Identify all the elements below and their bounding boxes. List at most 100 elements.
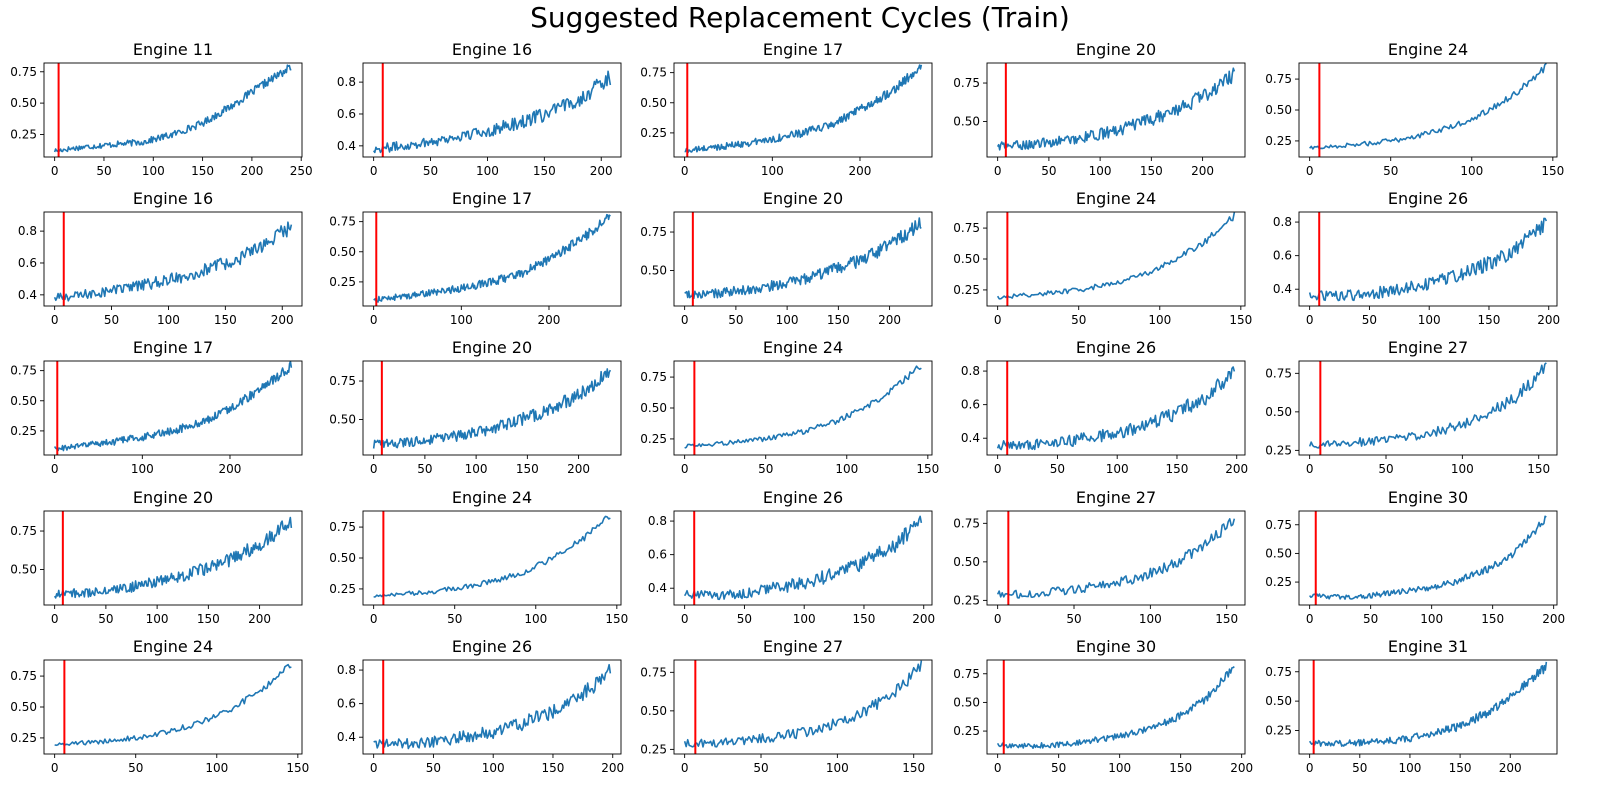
x-tick-label: 50 [737, 612, 752, 626]
subplot-title: Engine 24 [452, 488, 532, 507]
y-tick-label: 0.8 [1273, 215, 1292, 229]
y-tick-label: 0.75 [953, 76, 980, 90]
subplot-4: Engine 20 0 50 100 150 200 0.50 0.75 [953, 40, 1246, 178]
subplot-title: Engine 17 [452, 189, 532, 208]
y-tick-label: 0.6 [648, 548, 667, 562]
subplot-6: Engine 16 0 50 100 150 200 0.4 0.6 0.8 [18, 189, 303, 327]
x-tick-label: 50 [98, 612, 113, 626]
y-tick-label: 0.50 [329, 413, 356, 427]
y-tick-label: 0.75 [953, 516, 980, 530]
x-tick-label: 200 [1542, 612, 1565, 626]
x-tick-label: 50 [417, 462, 432, 476]
axes-frame [43, 62, 303, 158]
x-tick-label: 0 [1306, 462, 1314, 476]
x-tick-label: 150 [916, 462, 939, 476]
subplot-title: Engine 24 [1388, 40, 1468, 59]
x-tick-label: 200 [878, 313, 901, 327]
x-tick-label: 100 [835, 462, 858, 476]
x-tick-label: 50 [426, 761, 441, 775]
subplot-15: Engine 27 0 50 100 150 0.25 0.50 0.75 [1265, 338, 1558, 476]
axes-frame [673, 211, 933, 307]
x-tick-label: 150 [197, 612, 220, 626]
x-tick-label: 150 [1478, 313, 1501, 327]
x-tick-label: 100 [1148, 313, 1171, 327]
subplot-2: Engine 16 0 50 100 150 200 0.4 0.6 0.8 [337, 40, 622, 178]
x-tick-label: 50 [1378, 462, 1393, 476]
signal-line [684, 64, 923, 154]
subplot-title: Engine 24 [763, 338, 843, 357]
x-tick-label: 100 [1108, 761, 1131, 775]
y-tick-label: 0.4 [1273, 282, 1292, 296]
subplot-title: Engine 27 [1076, 488, 1156, 507]
y-tick-label: 0.25 [1265, 134, 1292, 148]
y-tick-label: 0.75 [1265, 366, 1292, 380]
signal-line [53, 361, 293, 452]
x-tick-label: 200 [1230, 761, 1253, 775]
subplot-16: Engine 20 0 50 100 150 200 0.50 0.75 [10, 488, 303, 626]
signal-line [1309, 63, 1547, 150]
x-tick-label: 100 [205, 761, 228, 775]
x-tick-label: 200 [1537, 313, 1560, 327]
subplot-title: Engine 11 [133, 40, 213, 59]
axes-frame [1298, 659, 1558, 755]
x-tick-label: 50 [1362, 313, 1377, 327]
y-tick-label: 0.6 [18, 256, 37, 270]
axes-frame [362, 211, 622, 307]
y-tick-label: 0.25 [329, 582, 356, 596]
axes-frame [673, 659, 933, 755]
subplot-5: Engine 24 0 50 100 150 0.25 0.50 0.75 [1265, 40, 1564, 178]
y-tick-label: 0.75 [953, 667, 980, 681]
axes-frame [1298, 62, 1558, 158]
x-tick-label: 150 [191, 164, 214, 178]
x-tick-label: 200 [601, 761, 624, 775]
y-tick-label: 0.25 [10, 127, 37, 141]
y-tick-label: 0.6 [961, 398, 980, 412]
y-tick-label: 0.50 [1265, 546, 1292, 560]
x-tick-label: 150 [1169, 761, 1192, 775]
subplot-title: Engine 20 [763, 189, 843, 208]
subplot-9: Engine 24 0 50 100 150 0.25 0.50 0.75 [953, 189, 1252, 327]
y-tick-label: 0.75 [953, 221, 980, 235]
subplot-title: Engine 16 [133, 189, 213, 208]
y-tick-label: 0.75 [640, 66, 667, 80]
x-tick-label: 0 [51, 164, 59, 178]
signal-line [53, 516, 293, 599]
axes-frame [1298, 510, 1558, 606]
x-tick-label: 50 [423, 164, 438, 178]
y-tick-label: 0.75 [10, 669, 37, 683]
y-tick-label: 0.25 [1265, 443, 1292, 457]
y-tick-label: 0.8 [337, 663, 356, 677]
signal-line [53, 64, 292, 153]
y-tick-label: 0.50 [10, 700, 37, 714]
x-tick-label: 50 [1050, 462, 1065, 476]
x-tick-label: 100 [131, 462, 154, 476]
x-tick-label: 50 [753, 761, 768, 775]
x-tick-label: 200 [590, 164, 613, 178]
signal-line [53, 221, 293, 302]
axes-frame [43, 211, 303, 307]
y-tick-label: 0.50 [953, 252, 980, 266]
axes-frame [986, 659, 1246, 755]
x-tick-label: 200 [1225, 462, 1248, 476]
x-tick-label: 150 [516, 462, 539, 476]
signal-line [1308, 362, 1547, 449]
y-tick-label: 0.75 [329, 374, 356, 388]
y-tick-label: 0.50 [1265, 405, 1292, 419]
y-tick-label: 0.50 [953, 555, 980, 569]
y-tick-label: 0.50 [329, 551, 356, 565]
x-tick-label: 150 [902, 761, 925, 775]
x-tick-label: 0 [370, 462, 378, 476]
x-tick-label: 0 [994, 462, 1002, 476]
axes-frame [986, 510, 1246, 606]
y-tick-label: 0.25 [10, 424, 37, 438]
figure-title: Suggested Replacement Cycles (Train) [530, 1, 1070, 34]
y-tick-label: 0.25 [953, 283, 980, 297]
x-tick-label: 150 [1215, 612, 1238, 626]
x-tick-label: 200 [1499, 761, 1522, 775]
axes-frame [43, 659, 303, 755]
signal-line [684, 217, 922, 300]
signal-line [683, 660, 923, 748]
y-tick-label: 0.6 [1273, 249, 1292, 263]
y-tick-label: 0.75 [10, 364, 37, 378]
x-tick-label: 0 [1306, 612, 1314, 626]
